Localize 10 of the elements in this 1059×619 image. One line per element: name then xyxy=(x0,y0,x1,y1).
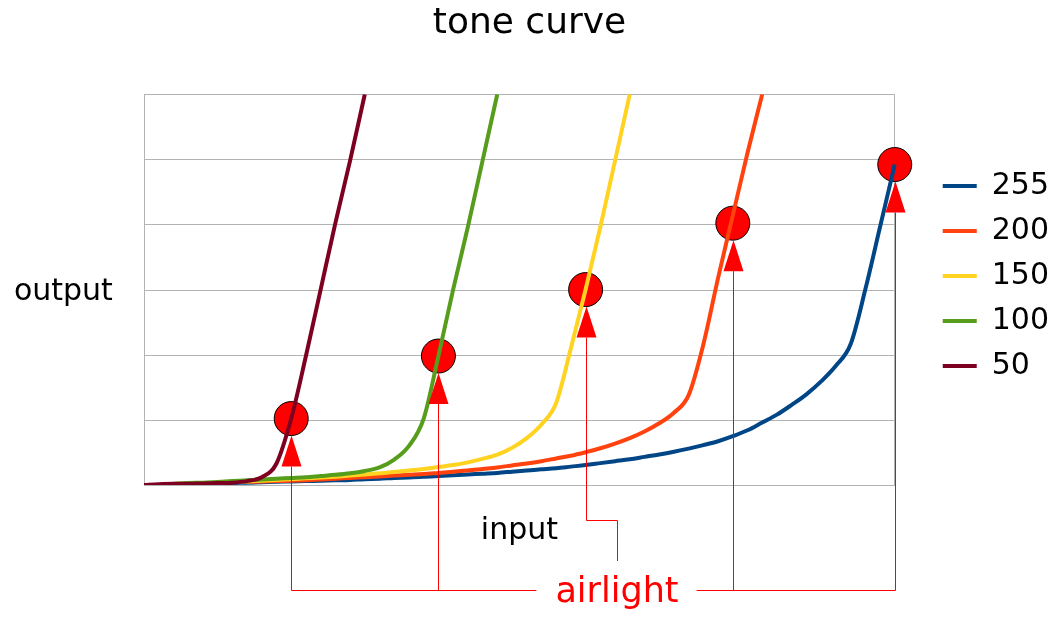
x-axis-title: input xyxy=(480,510,559,546)
point xyxy=(877,147,913,183)
legend-label: 100 xyxy=(991,300,1049,336)
legend-label: 255 xyxy=(991,165,1049,201)
chart-title: tone curve xyxy=(432,0,627,41)
text: airlight xyxy=(555,570,679,611)
legend-label: 150 xyxy=(991,255,1049,291)
y-axis-title: output xyxy=(13,272,114,308)
legend-label: 50 xyxy=(991,345,1030,381)
legend-label: 200 xyxy=(991,210,1049,246)
